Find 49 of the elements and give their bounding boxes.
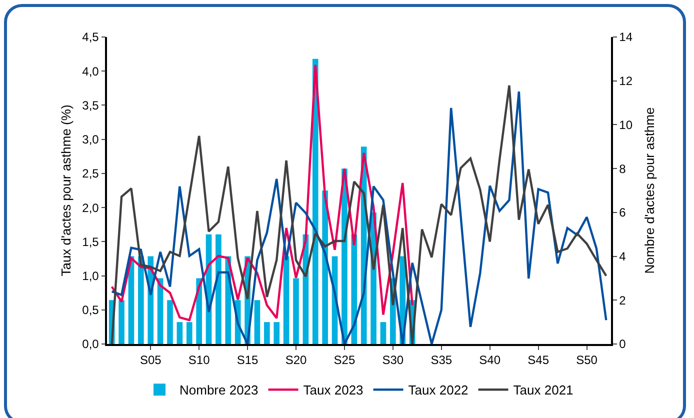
x-tick-label: S05 — [140, 353, 162, 368]
x-tick-label: S20 — [285, 353, 307, 368]
y2-axis-title: Nombre d'actes pour asthme — [642, 107, 657, 274]
bar — [274, 322, 280, 344]
x-tick-label: S45 — [528, 353, 550, 368]
y-tick-label: 4,5 — [82, 30, 100, 44]
legend-label: Taux 2022 — [408, 382, 468, 398]
x-tick-label: S35 — [430, 353, 452, 368]
bar — [167, 300, 173, 344]
y-axis-title: Taux d'actes pour asthme (%) — [58, 104, 74, 276]
bar — [254, 300, 260, 344]
y-tick-label: 1,5 — [82, 234, 100, 249]
y-tick-label: 0,5 — [82, 303, 100, 318]
y2-tick-label: 2 — [619, 293, 626, 308]
y-tick-label: 4,0 — [82, 64, 100, 78]
bar — [216, 234, 222, 344]
y-tick-label: 1,0 — [82, 268, 100, 283]
bar — [118, 300, 124, 344]
y-tick-label: 3,0 — [82, 132, 100, 147]
y2-tick-label: 4 — [619, 249, 626, 264]
x-tick-label: S50 — [576, 353, 598, 368]
bar — [264, 322, 270, 344]
legend-label: Taux 2023 — [303, 382, 364, 398]
y-tick-label: 3,5 — [82, 98, 100, 112]
y2-tick-label: 0 — [619, 337, 626, 352]
y2-tick-label: 12 — [619, 74, 633, 88]
x-tick-label: S25 — [334, 353, 356, 368]
legend-label: Nombre 2023 — [180, 382, 258, 398]
bar — [380, 322, 386, 344]
y-tick-label: 0,0 — [82, 337, 100, 352]
bar — [186, 322, 192, 344]
y2-tick-label: 6 — [619, 206, 626, 220]
bar — [283, 256, 290, 344]
y-tick-label: 2,5 — [82, 166, 100, 181]
y2-tick-label: 10 — [619, 118, 633, 132]
x-tick-label: S10 — [188, 353, 210, 368]
y-tick-label: 2,0 — [82, 200, 100, 215]
y2-tick-label: 8 — [619, 162, 626, 176]
bar — [157, 278, 164, 344]
y2-tick-label: 14 — [619, 30, 633, 44]
bar — [138, 256, 144, 344]
x-tick-label: S30 — [382, 353, 404, 368]
legend-label: Taux 2021 — [513, 382, 574, 398]
bar — [196, 278, 202, 344]
x-tick-label: S40 — [479, 353, 501, 368]
bar — [176, 322, 183, 344]
bar — [293, 278, 299, 344]
x-tick-label: S15 — [236, 353, 259, 368]
line-series — [110, 64, 414, 322]
